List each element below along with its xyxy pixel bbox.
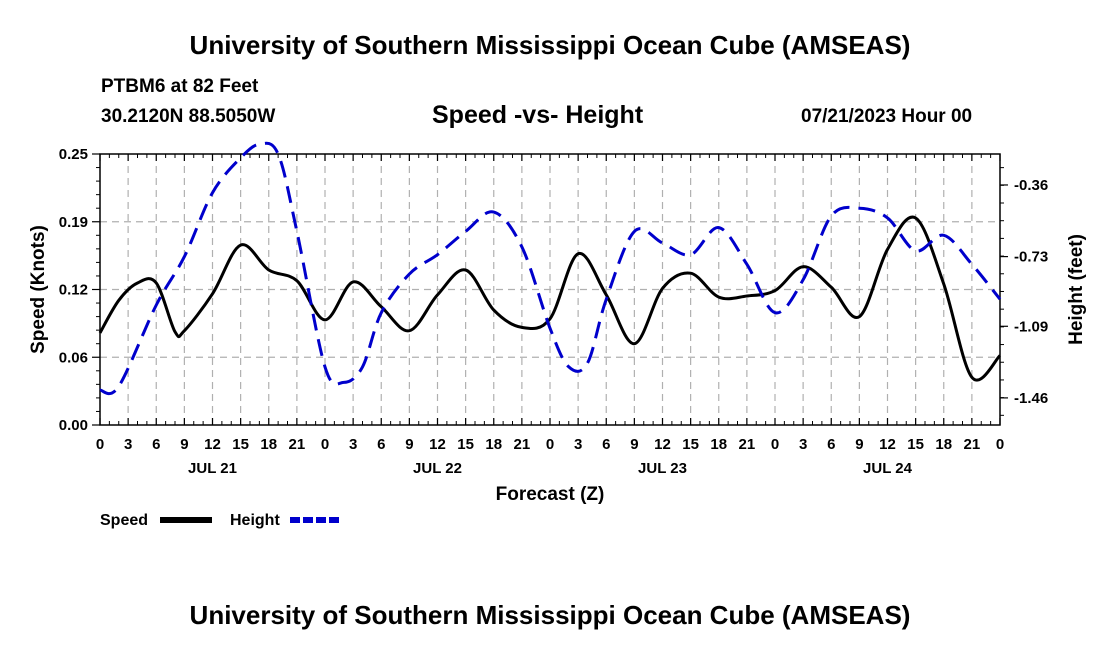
x-tick-label: 18 xyxy=(935,436,952,453)
x-tick-labels: 0 3 6 9 12 15 18 21 0 3 6 9 12 15 18 21 0 3 6 9 12 15 18 21 0 3 6 9… xyxy=(96,436,1004,453)
x-tick-label: 12 xyxy=(654,436,671,453)
y-tick-label: 0.25 xyxy=(59,146,88,163)
x-tick-label: 21 xyxy=(289,436,306,453)
station-label: PTBM6 at 82 Feet xyxy=(101,76,259,97)
x-tick-label: 18 xyxy=(485,436,502,453)
page-title-bottom: University of Southern Mississippi Ocean… xyxy=(189,600,911,630)
series-line-height xyxy=(99,141,1002,396)
y2-tick-label: -1.09 xyxy=(1014,318,1048,335)
x-tick-label: 9 xyxy=(405,436,413,453)
y-axis-label: Speed (Knots) xyxy=(28,225,49,354)
legend-label-speed: Speed xyxy=(100,512,148,529)
x-tick-label: 9 xyxy=(855,436,863,453)
x-tick-label: 3 xyxy=(349,436,357,453)
x-tick-label: 18 xyxy=(710,436,727,453)
x-axis-label: Forecast (Z) xyxy=(496,484,605,505)
y2-tick-label: -0.36 xyxy=(1014,177,1048,194)
series-line-speed xyxy=(98,215,1002,382)
x-tick-label: 9 xyxy=(180,436,188,453)
x-tick-label: 21 xyxy=(514,436,531,453)
y2-axis-label: Height (feet) xyxy=(1066,234,1087,345)
day-label: JUL 22 xyxy=(413,460,462,477)
x-tick-label: 0 xyxy=(96,436,104,453)
y2-tick-labels: -1.46 -1.09 -0.73 -0.36 xyxy=(1014,177,1048,407)
x-tick-label: 15 xyxy=(907,436,924,453)
day-label: JUL 23 xyxy=(638,460,687,477)
x-tick-label: 21 xyxy=(964,436,981,453)
series-layer xyxy=(98,141,1002,396)
x-tick-label: 6 xyxy=(377,436,385,453)
forecast-datetime: 07/21/2023 Hour 00 xyxy=(801,106,973,127)
legend: Speed Height xyxy=(100,512,342,529)
station-coordinates: 30.2120N 88.5050W xyxy=(101,106,276,127)
x-tick-label: 6 xyxy=(152,436,160,453)
y-tick-labels: 0.00 0.06 0.12 0.19 0.25 xyxy=(59,146,88,434)
x-tick-label: 15 xyxy=(232,436,249,453)
x-tick-label: 15 xyxy=(682,436,699,453)
y-tick-label: 0.00 xyxy=(59,417,88,434)
x-tick-label: 0 xyxy=(321,436,329,453)
x-tick-label: 9 xyxy=(630,436,638,453)
day-labels: JUL 21 JUL 22 JUL 23 JUL 24 xyxy=(188,460,913,477)
x-tick-label: 0 xyxy=(996,436,1004,453)
day-label: JUL 24 xyxy=(863,460,913,477)
x-tick-label: 15 xyxy=(457,436,474,453)
x-tick-label: 18 xyxy=(260,436,277,453)
x-tick-label: 12 xyxy=(429,436,446,453)
y-tick-label: 0.19 xyxy=(59,214,88,231)
day-label: JUL 21 xyxy=(188,460,237,477)
page-title-top: University of Southern Mississippi Ocean… xyxy=(189,30,911,60)
x-tick-label: 12 xyxy=(879,436,896,453)
y-tick-label: 0.12 xyxy=(59,282,88,299)
y2-tick-label: -1.46 xyxy=(1014,390,1048,407)
x-tick-label: 3 xyxy=(799,436,807,453)
x-tick-label: 21 xyxy=(739,436,756,453)
chart-title: Speed -vs- Height xyxy=(432,101,644,129)
legend-label-height: Height xyxy=(230,512,280,529)
axis-ticks xyxy=(92,153,1008,426)
x-tick-label: 3 xyxy=(574,436,582,453)
x-tick-label: 0 xyxy=(771,436,779,453)
y2-tick-label: -0.73 xyxy=(1014,249,1048,266)
y-tick-label: 0.06 xyxy=(59,349,88,366)
x-tick-label: 0 xyxy=(546,436,554,453)
grid-lines xyxy=(100,154,1000,425)
x-tick-label: 3 xyxy=(124,436,132,453)
x-tick-label: 12 xyxy=(204,436,221,453)
x-tick-label: 6 xyxy=(602,436,610,453)
x-tick-label: 6 xyxy=(827,436,835,453)
